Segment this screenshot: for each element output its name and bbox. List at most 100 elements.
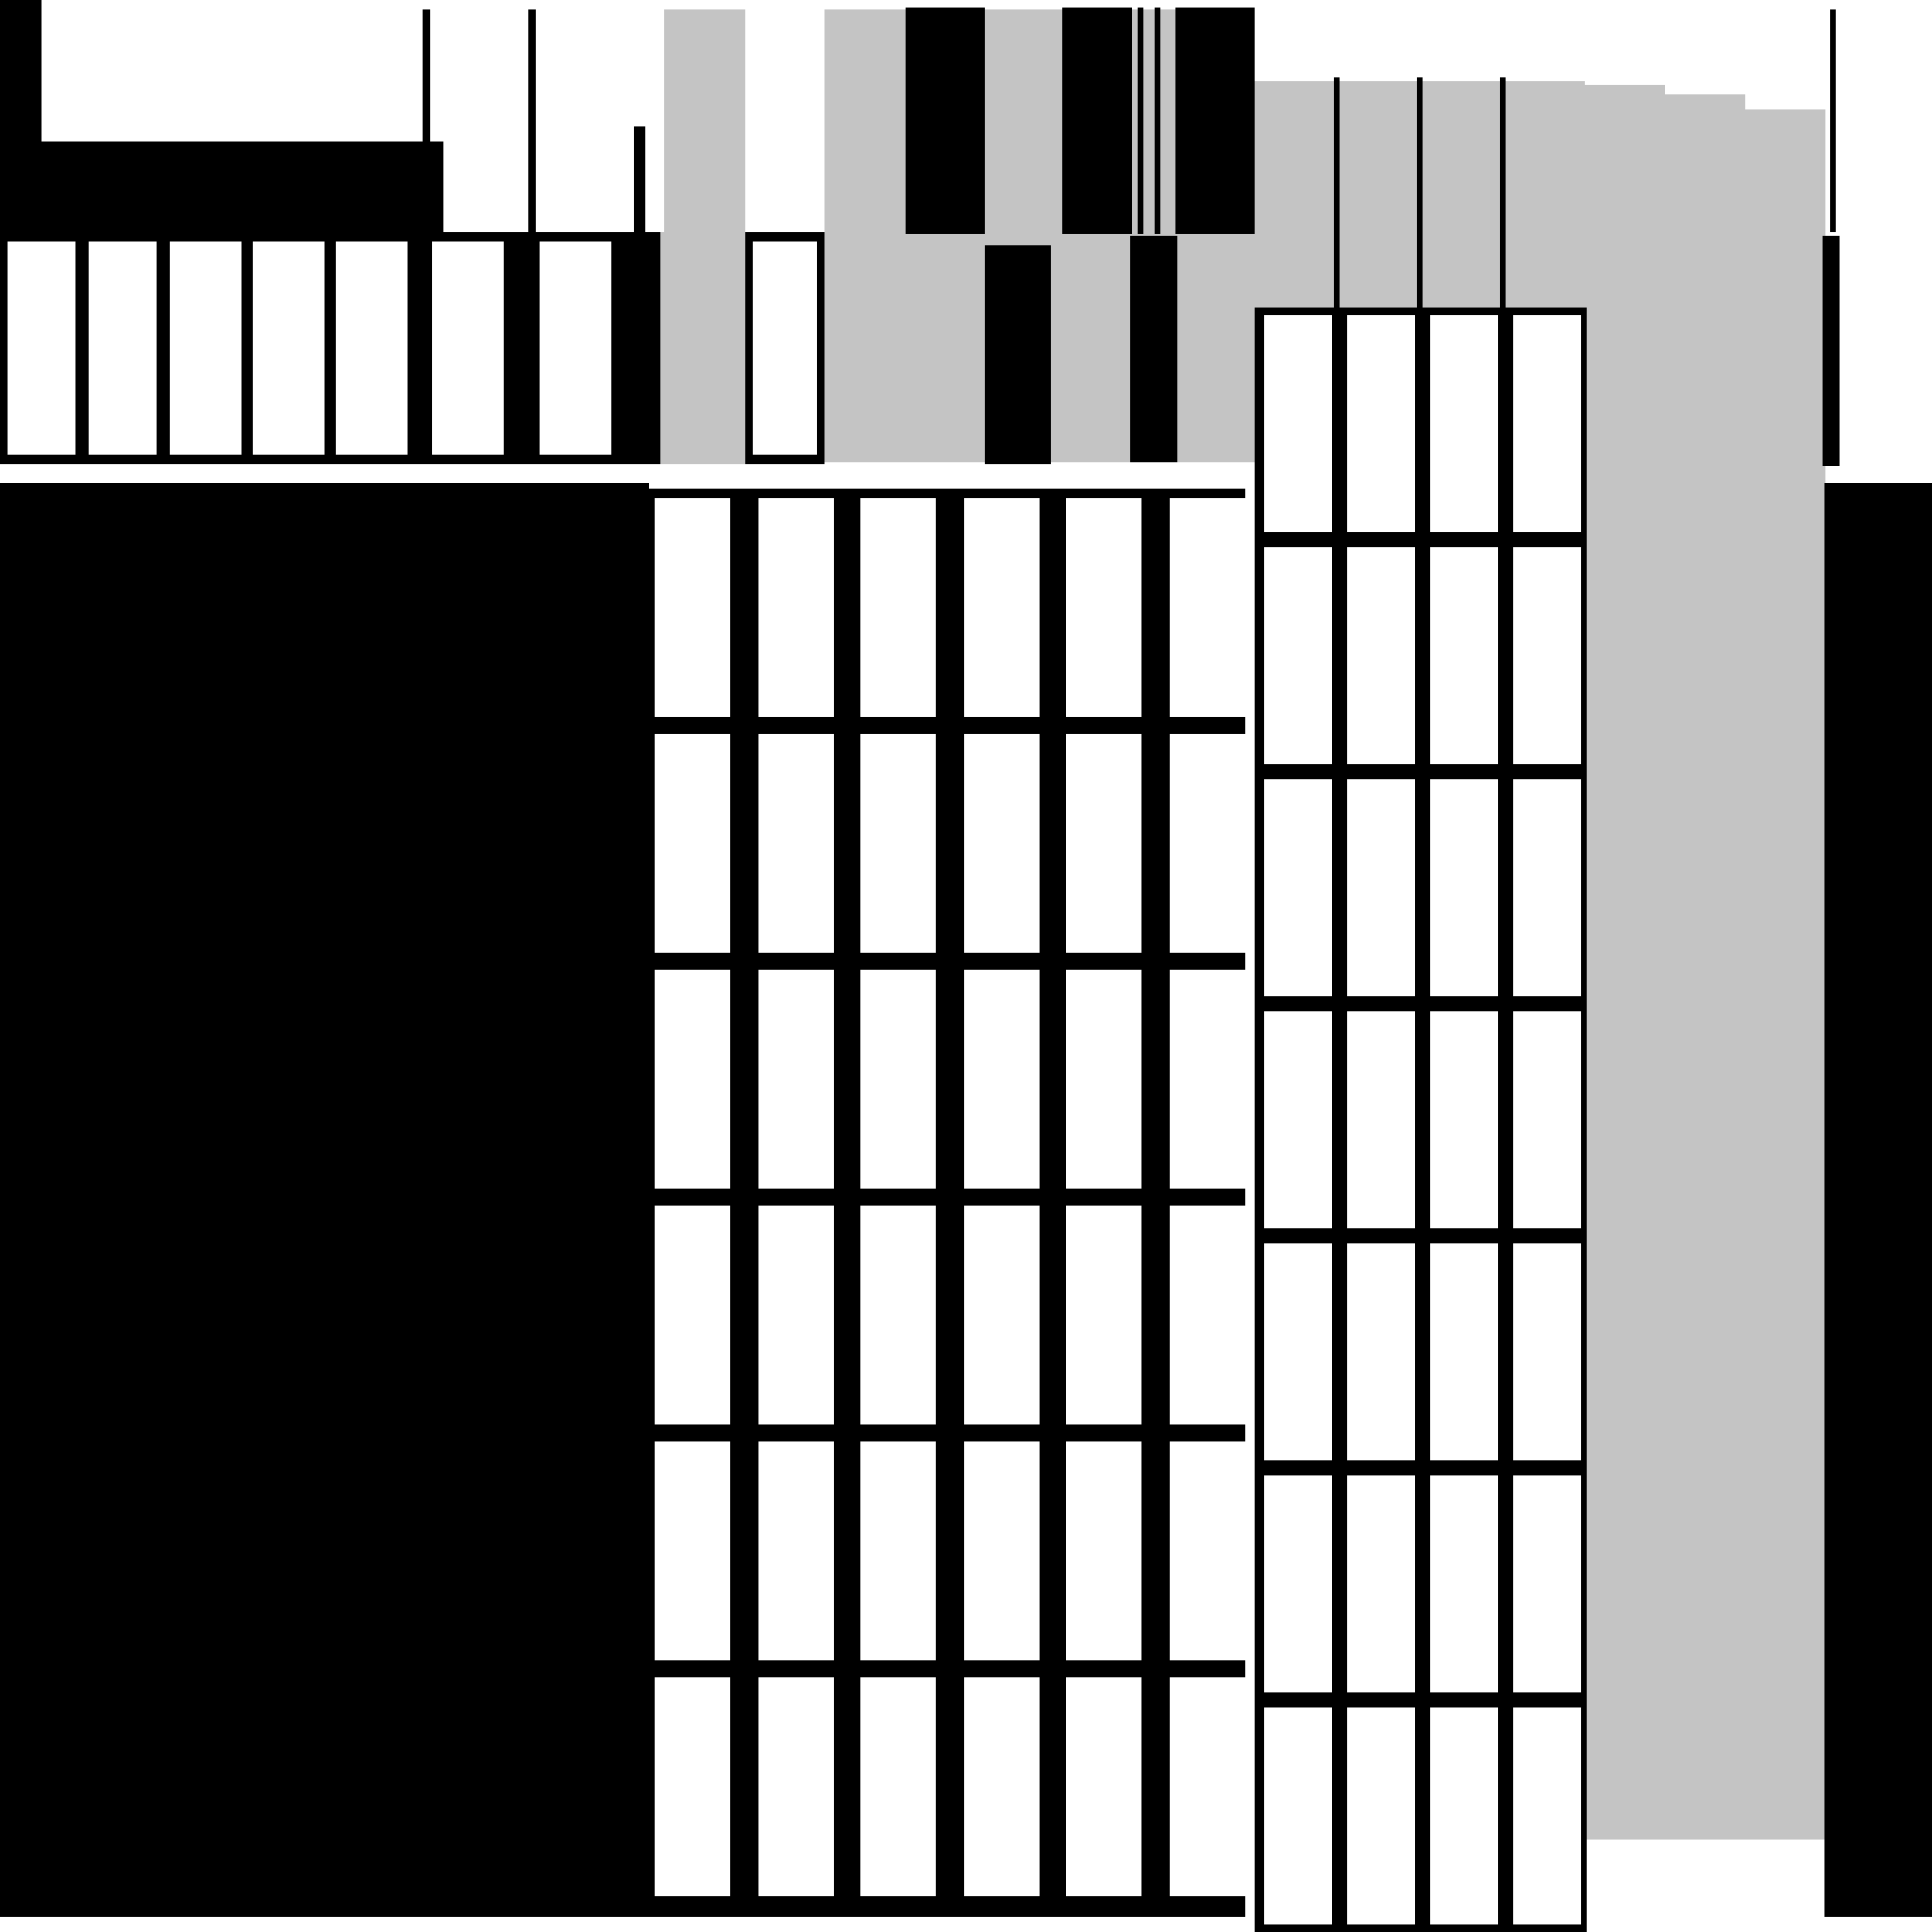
window-pane	[1430, 1011, 1498, 1228]
black-roof-step	[387, 149, 443, 232]
white-panel	[432, 242, 504, 455]
white-panel	[540, 242, 611, 455]
black-tower-block	[1062, 8, 1132, 234]
window-pane	[860, 1677, 936, 1896]
window-pane	[1513, 1011, 1581, 1228]
right-grid-windows	[1264, 315, 1581, 1924]
window-pane	[1513, 547, 1581, 764]
thin-pole	[1155, 8, 1160, 234]
window-pane	[655, 1677, 730, 1896]
window-pane	[1347, 779, 1415, 996]
window-pane	[964, 1206, 1040, 1424]
window-pane	[655, 1206, 730, 1424]
black-chimney	[1130, 236, 1177, 462]
window-pane	[1430, 315, 1498, 532]
top-left-skyline	[0, 0, 1836, 236]
black-tower-block	[906, 8, 985, 234]
gray-block	[1585, 85, 1665, 1840]
window-pane	[1066, 498, 1141, 717]
window-pane	[758, 1441, 834, 1660]
band-white-panels	[8, 242, 611, 455]
window-pane	[1347, 1011, 1415, 1228]
window-pane	[964, 970, 1040, 1189]
white-panel	[8, 242, 75, 455]
window-pane	[1066, 970, 1141, 1189]
window-pane	[860, 970, 936, 1189]
large-black-block	[0, 483, 649, 1917]
window-pane	[1066, 1206, 1141, 1424]
thin-pole	[1500, 77, 1506, 309]
window-pane	[655, 734, 730, 953]
window-pane	[1347, 1475, 1415, 1692]
window-pane	[860, 734, 936, 953]
window-pane	[1347, 1243, 1415, 1460]
window-pane	[758, 734, 834, 953]
window-pane	[1430, 1707, 1498, 1924]
white-panel	[170, 242, 242, 455]
window-pane	[1264, 547, 1332, 764]
window-pane	[1264, 779, 1332, 996]
window-pane	[1170, 970, 1245, 1189]
right-poles	[1334, 77, 1506, 309]
thin-pole	[423, 9, 430, 151]
right-window-grid	[1255, 308, 1587, 1932]
window-pane	[758, 498, 834, 717]
window-pane	[1513, 315, 1581, 532]
gray-block	[1745, 109, 1825, 1840]
window-pane	[1066, 1441, 1141, 1660]
thin-pole	[1417, 77, 1423, 309]
window-pane	[964, 1677, 1040, 1896]
window-pane	[1170, 1677, 1245, 1896]
white-panel	[89, 242, 157, 455]
window-pane	[1170, 1441, 1245, 1660]
center-grid-frame	[647, 489, 1245, 1917]
window-pane	[1066, 734, 1141, 953]
window-pane	[1170, 1206, 1245, 1424]
window-pane	[1347, 315, 1415, 532]
thin-pole	[634, 126, 645, 236]
window-pane	[655, 1441, 730, 1660]
thin-pole	[1830, 9, 1836, 232]
window-pane	[1170, 734, 1245, 953]
window-pane	[964, 498, 1040, 717]
window-pane	[758, 970, 834, 1189]
center-grid-windows	[655, 498, 1245, 1896]
window-pane	[758, 1677, 834, 1896]
window-pane	[758, 1206, 834, 1424]
white-panel	[336, 242, 408, 455]
thin-pole	[528, 9, 536, 236]
window-pane	[1264, 315, 1332, 532]
window-pane	[1513, 779, 1581, 996]
window-pane	[1264, 1475, 1332, 1692]
window-pane	[1264, 1707, 1332, 1924]
window-pane	[655, 498, 730, 717]
black-tower-block	[1175, 8, 1255, 234]
window-pane	[964, 734, 1040, 953]
window-pane	[1264, 1011, 1332, 1228]
middle-band	[0, 232, 1840, 466]
window-pane	[1513, 1707, 1581, 1924]
gray-block	[1665, 94, 1745, 1840]
black-chimney	[985, 245, 1051, 464]
window-pane	[1430, 547, 1498, 764]
window-pane	[1513, 1475, 1581, 1692]
black-roof-strip	[0, 142, 443, 232]
window-pane	[1170, 498, 1245, 717]
right-black-pole	[1823, 236, 1840, 466]
center-window-grid	[647, 489, 1245, 1917]
window-pane	[1430, 1475, 1498, 1692]
gray-mid-block	[660, 232, 745, 464]
right-edge-black-block	[1824, 483, 1932, 1917]
window-pane	[655, 970, 730, 1189]
window-pane	[964, 1441, 1040, 1660]
window-pane	[1430, 1243, 1498, 1460]
window-pane	[1264, 1243, 1332, 1460]
thin-pole	[1334, 77, 1340, 309]
window-pane	[860, 498, 936, 717]
window-pane	[1347, 547, 1415, 764]
thin-pole	[1138, 8, 1143, 234]
window-pane	[1430, 779, 1498, 996]
white-frame-panel-inner	[753, 242, 817, 455]
window-pane	[1066, 1677, 1141, 1896]
